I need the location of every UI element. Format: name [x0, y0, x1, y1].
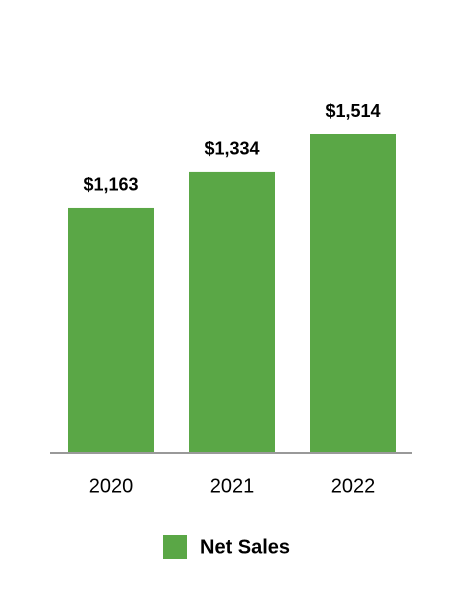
x-tick-label: 2021	[210, 475, 255, 497]
bar	[189, 171, 275, 453]
x-tick-label: 2020	[89, 475, 134, 497]
value-label: $1,334	[204, 139, 259, 159]
legend-label: Net Sales	[200, 536, 290, 558]
bar	[310, 134, 396, 453]
legend-swatch	[163, 535, 187, 559]
value-label: $1,163	[83, 175, 138, 195]
value-label: $1,514	[325, 101, 380, 121]
bar	[68, 207, 154, 453]
x-tick-label: 2022	[331, 475, 376, 497]
